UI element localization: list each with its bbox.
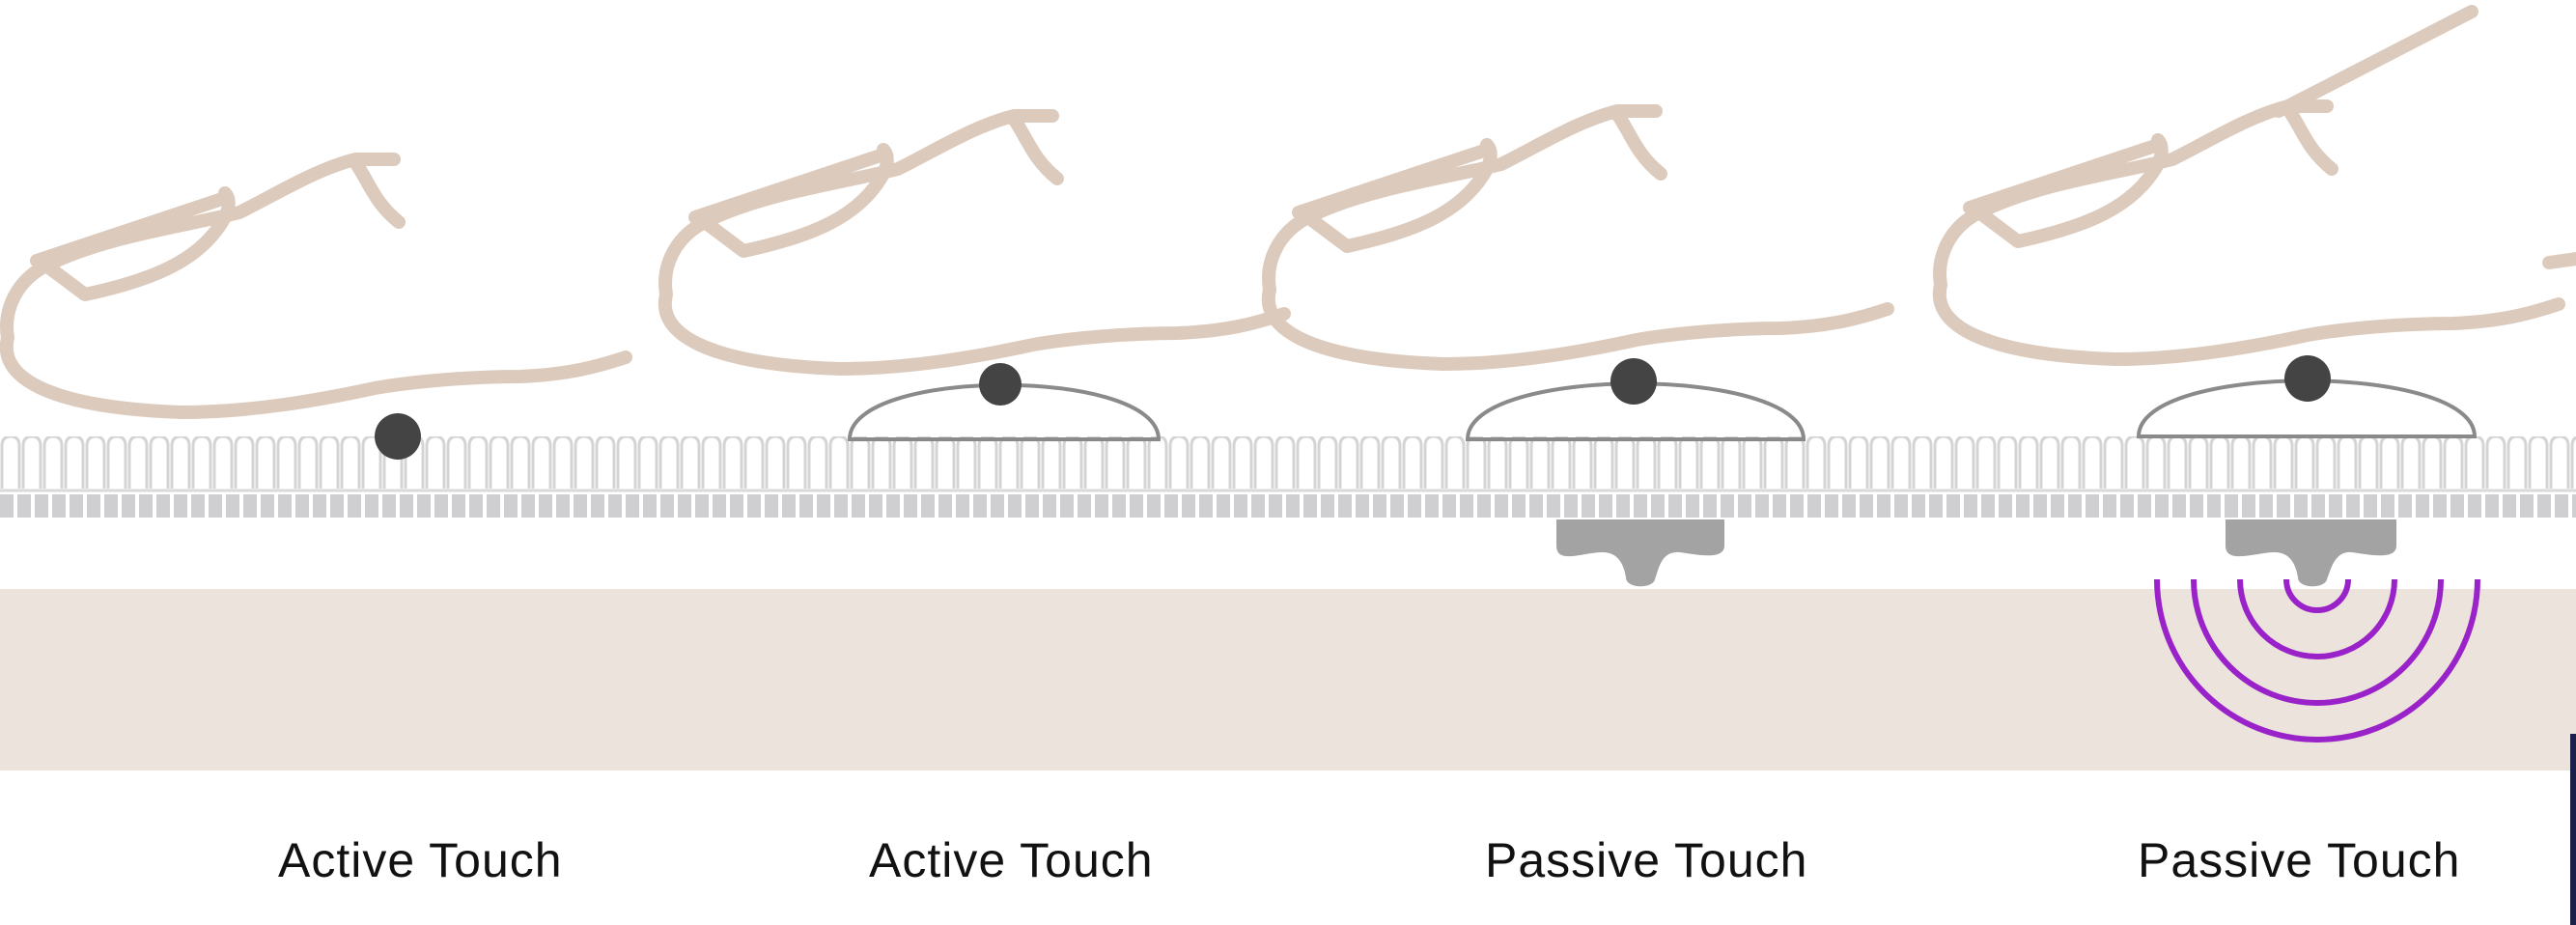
panel-1 xyxy=(7,159,626,460)
finger-1 xyxy=(7,159,626,412)
caption-active-touch-1: Active Touch xyxy=(278,833,563,887)
panel-2 xyxy=(665,116,1284,441)
object-dot-1 xyxy=(375,413,421,460)
object-dot-3 xyxy=(1610,358,1657,405)
receptor-stem-3 xyxy=(1556,519,1724,587)
base-band xyxy=(0,589,2576,771)
caption-passive-touch-1: Passive Touch xyxy=(1485,833,1808,887)
object-dot-4 xyxy=(2284,355,2331,402)
finger-3 xyxy=(1269,111,1888,364)
edge-bar xyxy=(2570,734,2576,925)
skin-surface xyxy=(0,436,2576,518)
vibration-waves xyxy=(2154,578,2480,743)
object-dot-2 xyxy=(979,363,1022,406)
panel-3 xyxy=(1269,111,1888,587)
finger-4 xyxy=(1940,106,2559,359)
finger-2 xyxy=(665,116,1284,369)
finger-4-extension xyxy=(2272,5,2576,269)
receptor-stem-4 xyxy=(2226,519,2396,587)
caption-active-touch-2: Active Touch xyxy=(869,833,1154,887)
panel-4 xyxy=(1940,5,2576,743)
caption-passive-touch-2: Passive Touch xyxy=(2138,833,2461,887)
